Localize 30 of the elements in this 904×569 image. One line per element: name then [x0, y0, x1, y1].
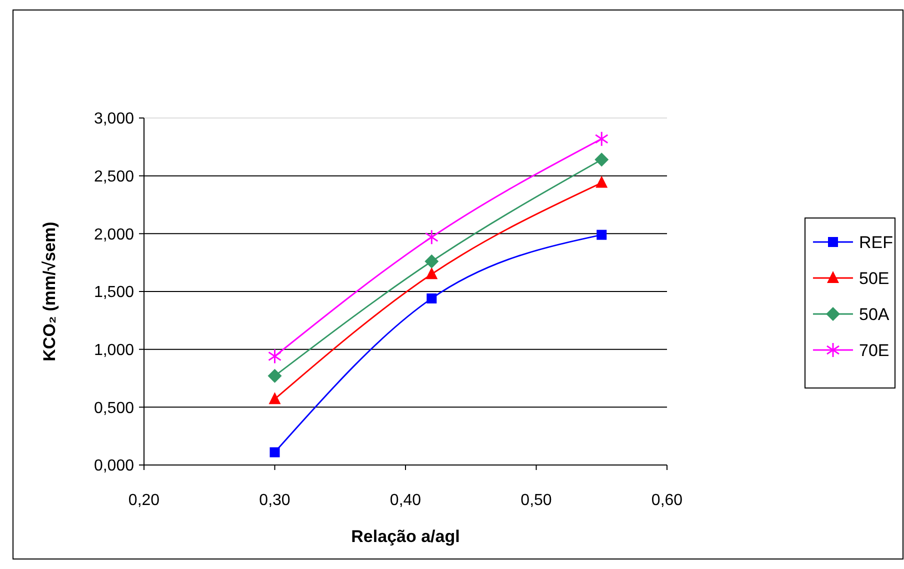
- legend-label: 70E: [859, 340, 890, 360]
- x-tick-label: 0,50: [520, 492, 552, 509]
- point: [268, 348, 282, 364]
- x-tick-label: 0,30: [259, 492, 290, 509]
- legend-label: 50A: [859, 304, 890, 324]
- x-tick-label: 0,60: [651, 492, 683, 509]
- point: [594, 152, 609, 167]
- y-axis-title: KCO₂ (mm/√sem): [40, 222, 59, 362]
- x-tick-label: 0,40: [390, 492, 422, 509]
- y-tick-label: 2,000: [94, 226, 134, 244]
- y-tick-label: 0,500: [94, 400, 134, 417]
- point: [426, 267, 438, 280]
- point: [594, 131, 608, 147]
- point: [424, 229, 438, 245]
- legend-label: 50E: [859, 268, 890, 288]
- point: [268, 368, 282, 383]
- point: [268, 392, 281, 404]
- y-tick-label: 1,500: [94, 284, 134, 302]
- x-axis-title: Relação a/agl: [351, 527, 460, 546]
- point: [270, 447, 280, 458]
- y-tick-label: 3,000: [94, 110, 134, 128]
- point: [596, 176, 608, 188]
- y-tick-label: 0,000: [94, 458, 134, 475]
- point: [596, 230, 607, 240]
- legend-label: REF: [859, 232, 893, 252]
- x-tick-label: 0,20: [128, 492, 160, 509]
- point: [424, 254, 439, 268]
- y-tick-label: 1,000: [94, 342, 134, 359]
- point: [426, 293, 437, 304]
- y-tick-label: 2,500: [94, 168, 134, 186]
